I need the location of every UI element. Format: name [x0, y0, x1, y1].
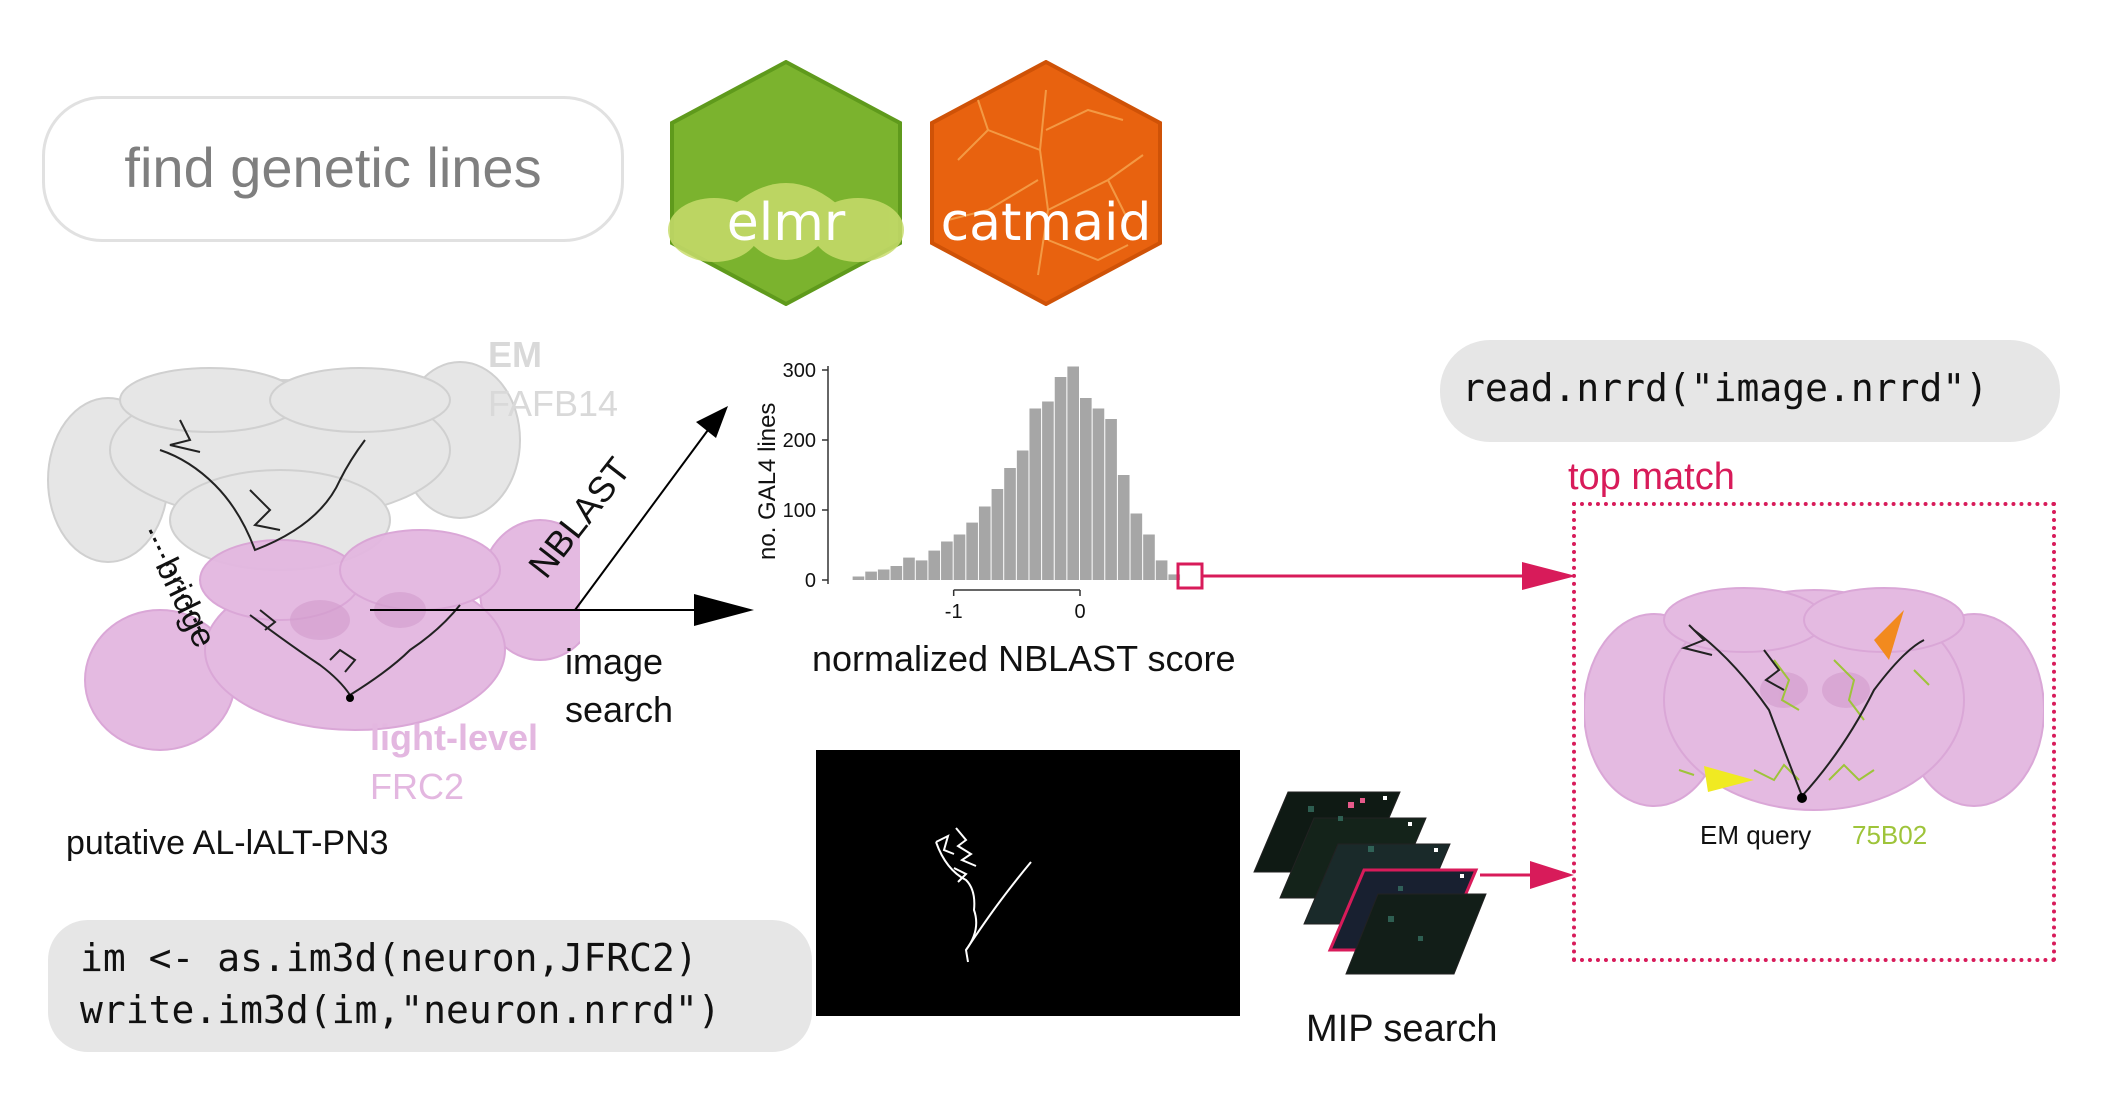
x-tick-label: 0: [1074, 601, 1085, 623]
light-label-bold: light-level: [370, 717, 539, 758]
nblast-arrows: [370, 406, 754, 626]
em-label-bold: EM: [488, 334, 542, 375]
bridge-line: [148, 529, 202, 631]
top-match-connector: [1176, 562, 1576, 590]
catmaid-label: catmaid: [941, 193, 1152, 253]
em-brain: [47, 361, 521, 571]
y-tick-label: 0: [805, 570, 816, 592]
histogram-ylabel: no. GAL4 lines: [754, 402, 781, 560]
top-match-frame: [1572, 502, 2056, 962]
em-label-dataset: FAFB14: [488, 383, 619, 424]
arrowhead-orange: [1874, 610, 1904, 660]
histogram-bar: [903, 557, 915, 580]
histogram-bar: [1130, 513, 1143, 580]
histogram-bar: [915, 560, 928, 580]
title-text: find genetic lines: [124, 136, 542, 199]
mip-to-match-arrow: [1480, 861, 1574, 889]
histogram-bar: [953, 534, 966, 580]
histogram-bar: [1004, 468, 1016, 580]
histogram-bar: [1143, 534, 1155, 580]
y-tick-label: 300: [783, 360, 816, 382]
mip-stack: [1253, 791, 1487, 975]
histogram-bar: [1029, 408, 1042, 580]
mip-neuron-trace: [935, 827, 1032, 963]
histogram-bar: [1155, 560, 1168, 580]
histogram-bar: [1092, 408, 1105, 580]
x-tick-label: -1: [945, 601, 963, 623]
top-match-label: top match: [1568, 456, 1735, 498]
histogram-bar: [1080, 398, 1092, 580]
y-tick-label: 200: [783, 430, 816, 452]
elmr-label: elmr: [727, 193, 846, 253]
catmaid-logo: catmaid: [930, 60, 1162, 306]
histogram-bar: [991, 489, 1004, 580]
write-code-block: im <- as.im3d(neuron,JFRC2) write.im3d(i…: [48, 920, 812, 1052]
mip-search-label: MIP search: [1306, 1008, 1498, 1050]
histogram-bar: [928, 550, 941, 580]
top-match-brain: [1584, 587, 2044, 811]
histogram-bar: [877, 569, 890, 580]
em-query-label: EM query: [1700, 820, 1812, 850]
neuron-name: putative AL-lALT-PN3: [66, 824, 389, 862]
title-pill: find genetic lines: [42, 96, 624, 242]
neuron-mip-image: [816, 750, 1240, 1016]
elmr-logo: elmr: [668, 60, 904, 306]
histogram-bar: [966, 522, 978, 580]
y-tick-label: 100: [783, 500, 816, 522]
light-label-template: FRC2: [370, 766, 465, 807]
histogram-xlabel: normalized NBLAST score: [812, 638, 1236, 679]
histogram-bar: [1117, 475, 1130, 580]
write-code-line2: write.im3d(im,"neuron.nrrd"): [80, 988, 721, 1032]
brain-illustration: bridge: [47, 361, 580, 751]
arrowhead-yellow: [1704, 766, 1754, 792]
histogram-bar: [865, 571, 877, 580]
write-code-line1: im <- as.im3d(neuron,JFRC2): [80, 936, 698, 980]
nblast-histogram: 0 100 200 300 -1 0: [783, 360, 1181, 623]
read-nrrd-text: read.nrrd("image.nrrd"): [1462, 366, 1989, 410]
histogram-bar: [1168, 574, 1181, 580]
histogram-bar: [890, 566, 903, 580]
histogram-bar: [852, 576, 865, 580]
image-search-label: image search: [565, 641, 674, 730]
histogram-bar: [1042, 401, 1054, 580]
histogram-bar: [1067, 366, 1079, 580]
histogram-bar: [1105, 419, 1117, 580]
histogram-bar: [978, 506, 991, 580]
histogram-bar: [941, 541, 953, 580]
line-id-label: 75B02: [1852, 820, 1928, 850]
histogram-bar: [1016, 450, 1029, 580]
histogram-bar: [1054, 377, 1067, 580]
read-nrrd-code: read.nrrd("image.nrrd"): [1440, 340, 2060, 442]
